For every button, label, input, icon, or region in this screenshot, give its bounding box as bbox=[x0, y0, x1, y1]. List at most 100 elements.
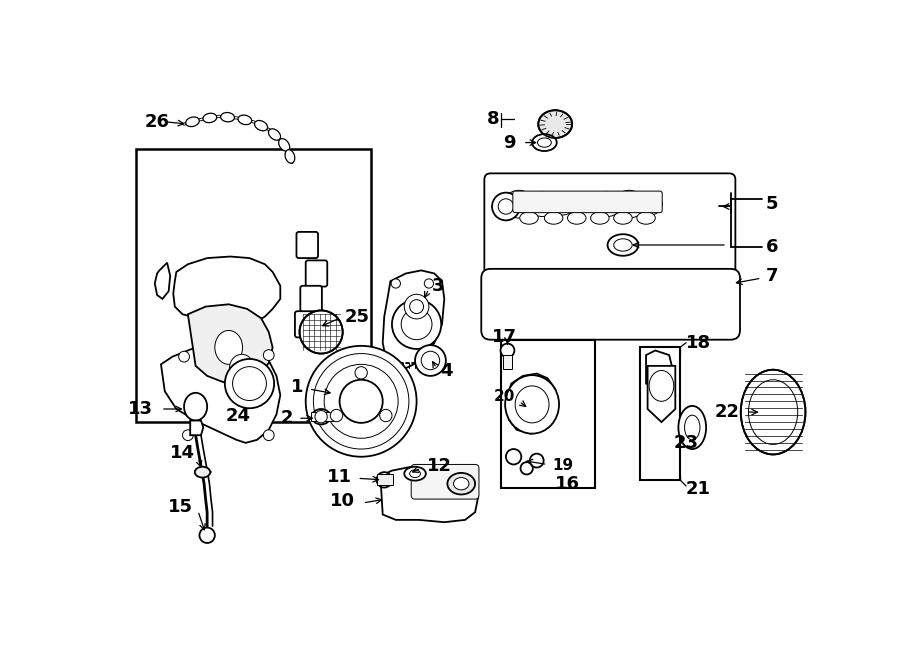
Polygon shape bbox=[508, 373, 557, 434]
Ellipse shape bbox=[392, 279, 400, 288]
Ellipse shape bbox=[500, 344, 515, 357]
Ellipse shape bbox=[415, 345, 446, 376]
Text: 9: 9 bbox=[503, 134, 515, 152]
Ellipse shape bbox=[220, 113, 235, 122]
Ellipse shape bbox=[528, 192, 556, 216]
Text: 26: 26 bbox=[145, 113, 169, 131]
Bar bbox=[311, 412, 333, 421]
Ellipse shape bbox=[447, 473, 475, 495]
Ellipse shape bbox=[300, 310, 343, 354]
Text: 23: 23 bbox=[673, 434, 698, 452]
Ellipse shape bbox=[401, 309, 432, 340]
Ellipse shape bbox=[194, 467, 211, 477]
Text: 7: 7 bbox=[765, 267, 778, 285]
Ellipse shape bbox=[184, 393, 207, 420]
Text: 13: 13 bbox=[128, 400, 153, 418]
Ellipse shape bbox=[285, 150, 295, 164]
Text: 22: 22 bbox=[715, 403, 740, 421]
Ellipse shape bbox=[185, 117, 199, 126]
Ellipse shape bbox=[264, 350, 274, 361]
Text: 21: 21 bbox=[686, 480, 711, 498]
Ellipse shape bbox=[568, 212, 586, 224]
Ellipse shape bbox=[238, 373, 260, 399]
Ellipse shape bbox=[637, 212, 655, 224]
Text: 24: 24 bbox=[225, 407, 250, 425]
Ellipse shape bbox=[679, 406, 706, 449]
Ellipse shape bbox=[492, 193, 520, 220]
FancyBboxPatch shape bbox=[306, 260, 328, 287]
Bar bbox=[136, 149, 371, 422]
Ellipse shape bbox=[404, 467, 426, 481]
Ellipse shape bbox=[515, 386, 549, 423]
Text: 5: 5 bbox=[765, 195, 778, 213]
Ellipse shape bbox=[179, 352, 189, 362]
Ellipse shape bbox=[520, 462, 533, 475]
Ellipse shape bbox=[268, 129, 281, 140]
Ellipse shape bbox=[313, 354, 409, 449]
Ellipse shape bbox=[225, 359, 274, 408]
Bar bbox=[501, 340, 595, 487]
Ellipse shape bbox=[594, 192, 621, 216]
Ellipse shape bbox=[538, 111, 572, 138]
Ellipse shape bbox=[392, 300, 441, 349]
Text: 3: 3 bbox=[432, 277, 445, 295]
Ellipse shape bbox=[232, 367, 266, 401]
Ellipse shape bbox=[685, 415, 700, 440]
Ellipse shape bbox=[608, 234, 638, 256]
FancyBboxPatch shape bbox=[482, 269, 740, 340]
Text: 10: 10 bbox=[330, 493, 355, 510]
Ellipse shape bbox=[421, 352, 440, 370]
FancyBboxPatch shape bbox=[301, 286, 322, 312]
Ellipse shape bbox=[390, 358, 399, 367]
Text: 18: 18 bbox=[686, 334, 711, 352]
Ellipse shape bbox=[215, 330, 243, 364]
Ellipse shape bbox=[614, 190, 644, 218]
Ellipse shape bbox=[255, 120, 267, 131]
Text: 20: 20 bbox=[494, 389, 515, 404]
Ellipse shape bbox=[741, 370, 806, 454]
Ellipse shape bbox=[306, 346, 417, 457]
Text: 4: 4 bbox=[440, 361, 452, 379]
Ellipse shape bbox=[324, 364, 398, 438]
Ellipse shape bbox=[614, 239, 632, 251]
FancyBboxPatch shape bbox=[296, 232, 318, 258]
Polygon shape bbox=[161, 345, 280, 443]
Ellipse shape bbox=[339, 380, 382, 423]
Ellipse shape bbox=[355, 367, 367, 379]
Ellipse shape bbox=[454, 477, 469, 490]
Text: 25: 25 bbox=[344, 308, 369, 326]
Text: 12: 12 bbox=[427, 457, 452, 475]
Ellipse shape bbox=[614, 212, 632, 224]
Ellipse shape bbox=[544, 212, 562, 224]
Ellipse shape bbox=[380, 409, 392, 422]
FancyBboxPatch shape bbox=[411, 465, 479, 499]
Text: 6: 6 bbox=[765, 238, 778, 256]
Ellipse shape bbox=[649, 371, 674, 401]
Ellipse shape bbox=[410, 300, 424, 314]
Ellipse shape bbox=[530, 453, 544, 467]
Polygon shape bbox=[155, 263, 170, 299]
Ellipse shape bbox=[504, 190, 535, 218]
Polygon shape bbox=[382, 270, 445, 368]
FancyBboxPatch shape bbox=[484, 173, 735, 274]
Text: 19: 19 bbox=[552, 459, 573, 473]
Ellipse shape bbox=[376, 472, 392, 487]
Text: 14: 14 bbox=[170, 444, 194, 462]
Ellipse shape bbox=[424, 358, 434, 367]
Text: 1: 1 bbox=[291, 379, 303, 397]
Ellipse shape bbox=[183, 430, 194, 441]
Ellipse shape bbox=[424, 279, 434, 288]
FancyBboxPatch shape bbox=[295, 311, 317, 338]
FancyBboxPatch shape bbox=[513, 191, 662, 213]
Ellipse shape bbox=[590, 212, 609, 224]
Text: 15: 15 bbox=[168, 498, 194, 516]
Polygon shape bbox=[190, 420, 203, 435]
Ellipse shape bbox=[279, 138, 290, 151]
Text: 17: 17 bbox=[492, 328, 517, 346]
Ellipse shape bbox=[264, 430, 274, 441]
Ellipse shape bbox=[410, 470, 420, 477]
Text: 8: 8 bbox=[487, 111, 500, 128]
Bar bbox=[376, 475, 393, 485]
Ellipse shape bbox=[200, 528, 215, 543]
Ellipse shape bbox=[499, 199, 514, 214]
